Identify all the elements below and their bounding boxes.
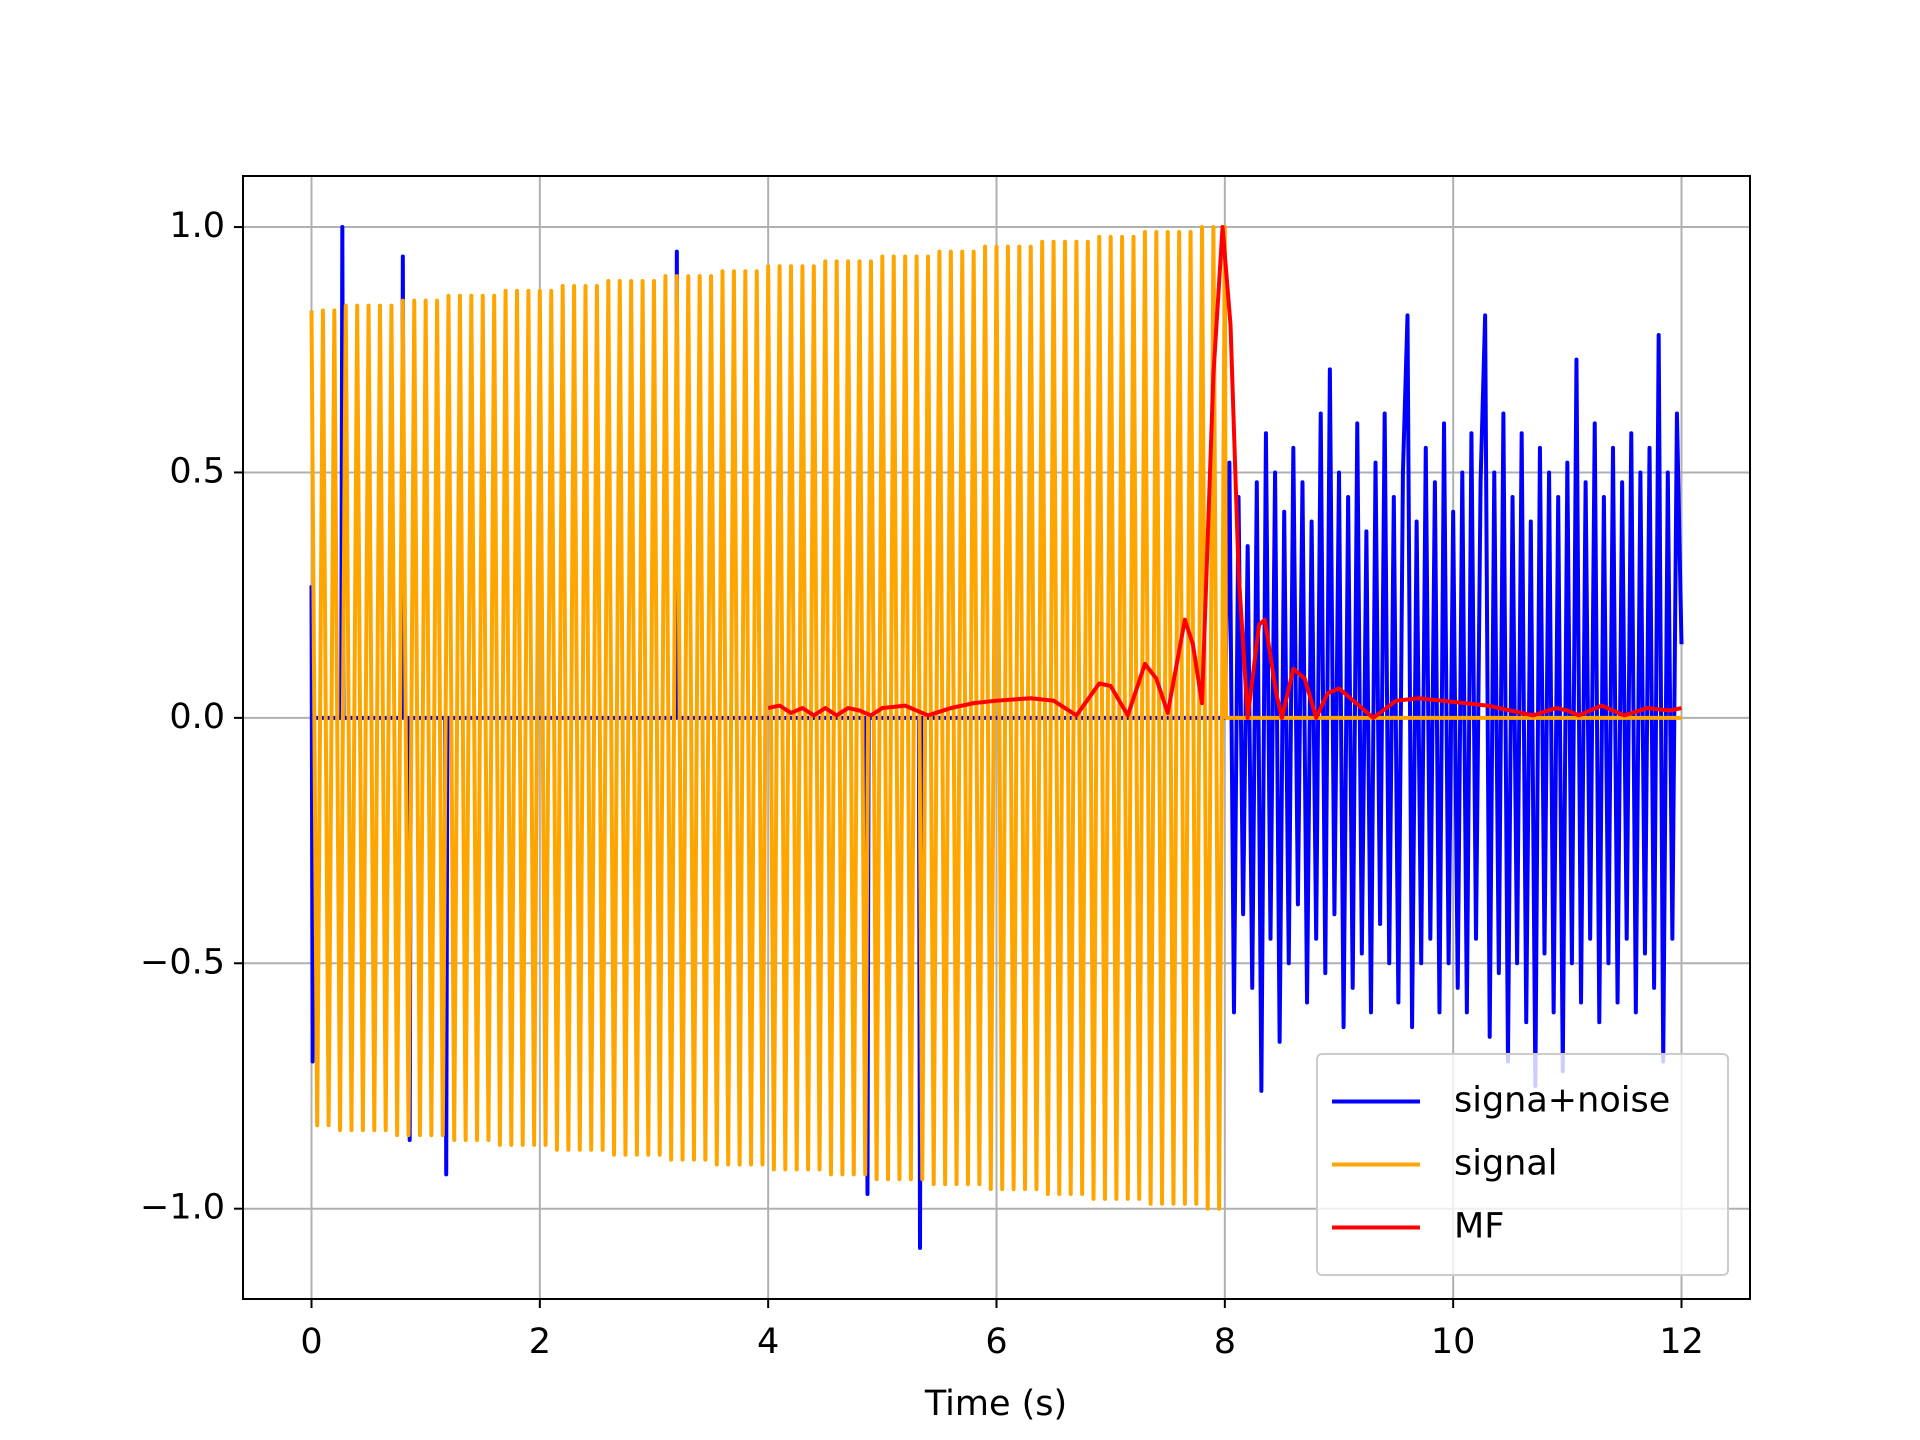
y-tick-label: 0.0 — [169, 697, 225, 737]
y-tick-label: −0.5 — [140, 942, 225, 982]
y-tick-label: 1.0 — [169, 206, 225, 246]
legend-box — [1316, 1053, 1729, 1276]
x-tick-label: 4 — [757, 1322, 779, 1362]
x-tick-label: 2 — [529, 1322, 551, 1362]
x-axis-label: Time (s) — [924, 1384, 1067, 1424]
series-line — [767, 225, 1682, 720]
x-tick-label: 10 — [1431, 1322, 1476, 1362]
y-tick-label: −1.0 — [140, 1188, 225, 1228]
legend-label: signa+noise — [1454, 1081, 1670, 1121]
legend-label: MF — [1454, 1207, 1504, 1247]
y-tick-label: 0.5 — [169, 451, 225, 491]
axes-frame — [242, 175, 1751, 1300]
legend-label: signal — [1454, 1144, 1558, 1184]
series-line — [309, 225, 1682, 1211]
x-tick-label: 0 — [300, 1322, 322, 1362]
x-tick-label: 12 — [1659, 1322, 1704, 1362]
x-tick-label: 8 — [1214, 1322, 1236, 1362]
x-tick-label: 6 — [985, 1322, 1007, 1362]
